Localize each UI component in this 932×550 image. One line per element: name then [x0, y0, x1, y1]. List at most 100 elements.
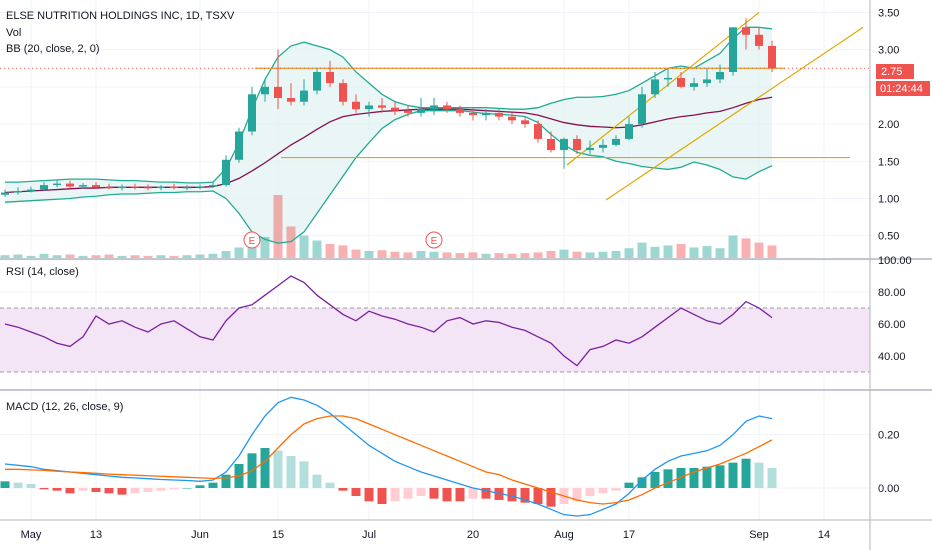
- macd-line: [4, 396, 773, 517]
- candle-body: [105, 187, 113, 189]
- macd-pane[interactable]: [0, 396, 777, 517]
- volume-bar: [468, 252, 478, 258]
- macd-histogram-bar: [572, 488, 582, 502]
- macd-histogram-bar: [624, 482, 634, 488]
- volume-bar: [91, 255, 101, 258]
- earnings-marker: [425, 231, 443, 249]
- candle-body: [287, 98, 295, 102]
- candle-body: [404, 110, 412, 113]
- bb-lower-line: [4, 110, 773, 244]
- volume-bar: [156, 255, 166, 258]
- candle-body: [274, 86, 282, 99]
- candle-body: [248, 94, 256, 132]
- volume-bar: [507, 253, 517, 258]
- macd-histogram-bar: [52, 488, 62, 491]
- volume-bar: [364, 251, 374, 258]
- macd-histogram-bar: [663, 469, 673, 488]
- volume-bar: [624, 248, 634, 258]
- macd-histogram-bar: [13, 482, 23, 488]
- volume-bar: [338, 245, 348, 258]
- candle-body: [768, 45, 776, 69]
- macd-histogram-bar: [351, 488, 361, 496]
- macd-histogram-bar: [650, 472, 660, 488]
- price-tick-label: 3.00: [878, 45, 899, 57]
- volume-bar: [299, 235, 309, 258]
- macd-histogram-bar: [117, 488, 127, 495]
- volume-bar: [767, 245, 777, 258]
- candle-body: [651, 79, 659, 95]
- countdown-badge: [876, 81, 930, 96]
- signal-line: [5, 415, 773, 505]
- macd-histogram-bar: [91, 488, 101, 492]
- candle-body: [157, 186, 165, 189]
- trend-line: [566, 11, 760, 166]
- macd-histogram-bar: [130, 488, 140, 494]
- rsi-tick-label: 60.00: [878, 319, 906, 331]
- candle-body: [716, 71, 724, 80]
- volume-bar: [195, 254, 205, 258]
- candle-body: [261, 86, 269, 95]
- volume-bar: [637, 242, 647, 258]
- macd-histogram-bar: [741, 458, 751, 488]
- candle-body: [742, 27, 750, 35]
- volume-bar: [403, 252, 413, 258]
- earnings-marker-label: E: [431, 236, 438, 247]
- macd-histogram-bar: [637, 477, 647, 488]
- candle-body: [352, 101, 360, 110]
- volume-bar: [52, 255, 62, 258]
- volume-bar: [234, 247, 244, 258]
- macd-histogram-bar: [182, 488, 192, 489]
- rsi-band-fill: [0, 308, 870, 372]
- volume-bar: [143, 255, 153, 258]
- volume-bar: [13, 254, 23, 258]
- candle-body: [612, 138, 620, 145]
- candle-body: [79, 185, 87, 187]
- macd-histogram-bar: [312, 474, 322, 488]
- volume-bar: [585, 252, 595, 258]
- candle-body: [27, 189, 35, 192]
- volume-bar: [377, 250, 387, 258]
- candle-body: [638, 94, 646, 125]
- earnings-marker-label: E: [249, 236, 256, 247]
- candle-body: [209, 185, 217, 187]
- rsi-pane[interactable]: [0, 275, 870, 373]
- macd-histogram-bar: [754, 462, 764, 488]
- volume-bar: [689, 247, 699, 258]
- volume-bar: [533, 252, 543, 258]
- candle-body: [755, 34, 763, 46]
- candle-body: [170, 186, 178, 189]
- volume-bar: [650, 246, 660, 258]
- rsi-line: [4, 275, 773, 367]
- candle-body: [508, 116, 516, 121]
- volume-bar: [520, 253, 530, 258]
- candle-body: [495, 112, 503, 117]
- volume-bar: [416, 251, 426, 258]
- macd-histogram-bar: [715, 465, 725, 488]
- macd-histogram-bar: [286, 456, 296, 488]
- candle-body: [300, 90, 308, 102]
- candle-body: [378, 105, 386, 108]
- macd-histogram-bar: [585, 488, 595, 496]
- trend-line: [605, 26, 864, 201]
- candle-body: [703, 79, 711, 84]
- volume-bar: [247, 242, 257, 258]
- price-badge-value: 2.75: [881, 66, 902, 78]
- volume-bar: [117, 255, 127, 258]
- volume-bar: [130, 255, 140, 258]
- macd-histogram-bar: [728, 462, 738, 488]
- macd-histogram-bar: [221, 474, 231, 488]
- candle-body: [729, 27, 737, 72]
- candle-body: [690, 83, 698, 87]
- volume-bar: [221, 251, 231, 258]
- macd-histogram-bar: [208, 482, 218, 488]
- macd-histogram-bar: [468, 488, 478, 499]
- volume-bar: [702, 246, 712, 258]
- candle-body: [547, 138, 555, 151]
- macd-histogram-bar: [364, 488, 374, 502]
- macd-histogram-bar: [403, 488, 413, 499]
- candle-body: [196, 186, 204, 188]
- candle-body: [235, 131, 243, 160]
- candle-body: [326, 71, 334, 84]
